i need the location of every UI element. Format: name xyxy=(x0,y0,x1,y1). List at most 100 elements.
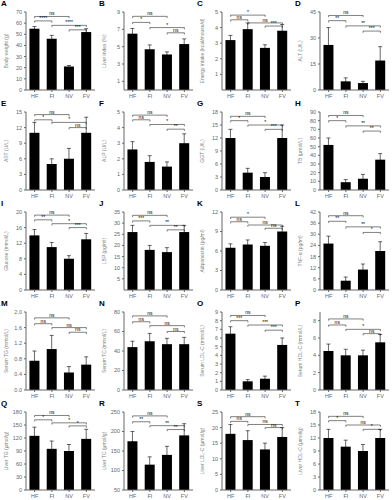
svg-text:ns: ns xyxy=(369,328,375,334)
svg-text:2.0: 2.0 xyxy=(14,309,22,315)
svg-text:0: 0 xyxy=(215,387,218,393)
svg-text:*: * xyxy=(166,118,168,124)
svg-text:NV: NV xyxy=(65,293,73,299)
svg-text:TNF-α (pg/ml): TNF-α (pg/ml) xyxy=(297,235,303,267)
svg-text:42: 42 xyxy=(310,209,316,215)
svg-text:0: 0 xyxy=(313,387,316,393)
svg-text:15: 15 xyxy=(114,254,120,260)
svg-text:3: 3 xyxy=(19,171,22,177)
svg-text:ALT (U/L): ALT (U/L) xyxy=(297,40,303,62)
svg-text:5: 5 xyxy=(117,276,120,282)
svg-text:FI: FI xyxy=(343,193,348,199)
svg-text:NV: NV xyxy=(163,293,171,299)
svg-text:Serum LDL-C (mmol/L): Serum LDL-C (mmol/L) xyxy=(199,325,205,377)
svg-text:HF: HF xyxy=(227,93,235,99)
svg-text:9: 9 xyxy=(215,228,218,234)
svg-text:NV: NV xyxy=(65,393,73,399)
svg-text:HF: HF xyxy=(31,393,39,399)
svg-text:FI: FI xyxy=(49,493,54,499)
svg-text:**: ** xyxy=(41,214,45,220)
svg-text:4: 4 xyxy=(117,125,120,131)
svg-text:*: * xyxy=(371,226,373,232)
svg-text:50: 50 xyxy=(114,487,120,493)
svg-text:FI: FI xyxy=(245,193,250,199)
svg-text:FI: FI xyxy=(343,493,348,499)
svg-text:ns: ns xyxy=(360,419,366,425)
svg-text:ns: ns xyxy=(343,9,349,15)
svg-text:0: 0 xyxy=(19,287,22,293)
svg-text:*: * xyxy=(247,211,249,217)
svg-text:**: ** xyxy=(165,219,169,225)
svg-text:**: ** xyxy=(139,416,143,422)
svg-text:**: ** xyxy=(335,215,339,221)
svg-text:ALP (U/L): ALP (U/L) xyxy=(101,140,107,162)
svg-text:NV: NV xyxy=(359,293,367,299)
svg-text:HF: HF xyxy=(325,493,333,499)
svg-text:NV: NV xyxy=(65,193,73,199)
svg-text:*: * xyxy=(264,119,266,125)
svg-text:**: ** xyxy=(361,221,365,227)
svg-text:FI: FI xyxy=(49,293,54,299)
svg-text:150: 150 xyxy=(13,422,22,428)
svg-text:NV: NV xyxy=(261,93,269,99)
svg-text:20: 20 xyxy=(114,242,120,248)
svg-text:HF: HF xyxy=(227,193,235,199)
svg-text:0: 0 xyxy=(215,187,218,193)
svg-text:NV: NV xyxy=(359,393,367,399)
svg-text:ns: ns xyxy=(245,411,251,417)
svg-text:HF: HF xyxy=(325,193,333,199)
svg-text:*: * xyxy=(68,116,70,122)
svg-text:ns: ns xyxy=(75,326,81,332)
svg-text:Liver LDL-C (μmol/g): Liver LDL-C (μmol/g) xyxy=(199,427,205,474)
svg-text:ns: ns xyxy=(237,14,243,20)
svg-text:NV: NV xyxy=(261,193,269,199)
svg-text:HF: HF xyxy=(129,93,137,99)
svg-text:ns: ns xyxy=(139,316,145,322)
svg-text:180: 180 xyxy=(13,409,22,415)
svg-text:NV: NV xyxy=(261,293,269,299)
svg-text:***: *** xyxy=(271,123,277,129)
svg-text:FI: FI xyxy=(147,193,152,199)
svg-text:70: 70 xyxy=(16,9,22,15)
svg-text:***: *** xyxy=(262,319,268,325)
svg-text:NV: NV xyxy=(163,493,171,499)
svg-text:FV: FV xyxy=(181,393,188,399)
svg-text:150: 150 xyxy=(111,448,120,454)
svg-text:60: 60 xyxy=(114,328,120,334)
svg-text:FI: FI xyxy=(343,293,348,299)
svg-text:*: * xyxy=(42,114,44,120)
svg-text:15: 15 xyxy=(212,122,218,128)
svg-text:ns: ns xyxy=(66,322,72,328)
svg-text:**: ** xyxy=(335,15,339,21)
svg-text:60: 60 xyxy=(310,135,316,141)
svg-text:Glucose (mmol/L): Glucose (mmol/L) xyxy=(8,231,9,271)
svg-text:10: 10 xyxy=(114,265,120,271)
svg-text:ns: ns xyxy=(262,219,268,225)
svg-text:LBP (pg/ml): LBP (pg/ml) xyxy=(101,238,107,265)
svg-text:****: **** xyxy=(65,19,73,25)
svg-text:HF: HF xyxy=(227,493,235,499)
svg-text:*: * xyxy=(68,218,70,224)
svg-text:HF: HF xyxy=(325,93,333,99)
svg-text:ns: ns xyxy=(49,109,55,115)
svg-text:ns: ns xyxy=(343,410,349,416)
svg-text:***: *** xyxy=(271,20,277,26)
svg-text:Body weight (g): Body weight (g) xyxy=(8,33,9,68)
svg-text:45: 45 xyxy=(310,9,316,15)
svg-text:FV: FV xyxy=(279,393,286,399)
svg-text:Serum TG (mmol/L): Serum TG (mmol/L) xyxy=(8,329,9,373)
svg-text:FV: FV xyxy=(83,93,90,99)
svg-text:5: 5 xyxy=(117,109,120,115)
svg-text:ns: ns xyxy=(49,409,55,415)
svg-text:120: 120 xyxy=(13,435,22,441)
svg-text:4: 4 xyxy=(215,352,218,358)
svg-text:NV: NV xyxy=(163,393,171,399)
svg-text:6: 6 xyxy=(215,161,218,167)
svg-text:1: 1 xyxy=(215,378,218,384)
svg-text:5: 5 xyxy=(215,471,218,477)
svg-text:18: 18 xyxy=(310,409,316,415)
svg-text:25: 25 xyxy=(114,231,120,237)
svg-text:ns: ns xyxy=(147,310,153,316)
svg-text:ns: ns xyxy=(173,326,179,332)
svg-text:5: 5 xyxy=(215,9,218,15)
